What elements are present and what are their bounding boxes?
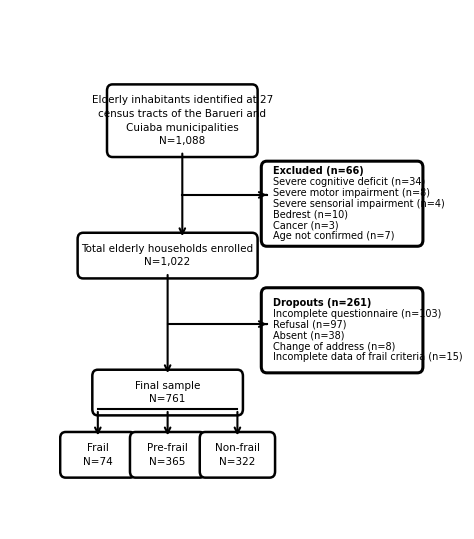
Text: Non-frail
N=322: Non-frail N=322 [215,443,260,467]
Text: Total elderly households enrolled
N=1,022: Total elderly households enrolled N=1,02… [82,244,254,267]
Text: Final sample
N=761: Final sample N=761 [135,381,201,404]
Text: Elderly inhabitants identified at 27
census tracts of the Barueri and
Cuiaba mun: Elderly inhabitants identified at 27 cen… [91,95,273,146]
Text: Frail
N=74: Frail N=74 [83,443,113,467]
Text: Severe motor impairment (n=8): Severe motor impairment (n=8) [273,188,430,198]
Text: Severe cognitive deficit (n=34): Severe cognitive deficit (n=34) [273,177,426,187]
FancyBboxPatch shape [60,432,136,478]
FancyBboxPatch shape [130,432,205,478]
Text: Severe sensorial impairment (n=4): Severe sensorial impairment (n=4) [273,199,445,209]
Text: Excluded (n=66): Excluded (n=66) [273,166,364,176]
Text: Incomplete questionnaire (n=103): Incomplete questionnaire (n=103) [273,309,442,319]
FancyBboxPatch shape [261,161,423,246]
Text: Cancer (n=3): Cancer (n=3) [273,220,339,231]
Text: Age not confirmed (n=7): Age not confirmed (n=7) [273,231,395,241]
FancyBboxPatch shape [78,233,257,279]
Text: Change of address (n=8): Change of address (n=8) [273,342,396,351]
Text: Pre-frail
N=365: Pre-frail N=365 [147,443,188,467]
FancyBboxPatch shape [200,432,275,478]
Text: Refusal (n=97): Refusal (n=97) [273,320,347,330]
FancyBboxPatch shape [107,85,258,157]
Text: Dropouts (n=261): Dropouts (n=261) [273,298,372,308]
Text: Absent (n=38): Absent (n=38) [273,331,345,341]
Text: Bedrest (n=10): Bedrest (n=10) [273,210,348,219]
Text: Incomplete data of frail criteria (n=15): Incomplete data of frail criteria (n=15) [273,353,463,362]
FancyBboxPatch shape [92,370,243,416]
FancyBboxPatch shape [261,288,423,373]
